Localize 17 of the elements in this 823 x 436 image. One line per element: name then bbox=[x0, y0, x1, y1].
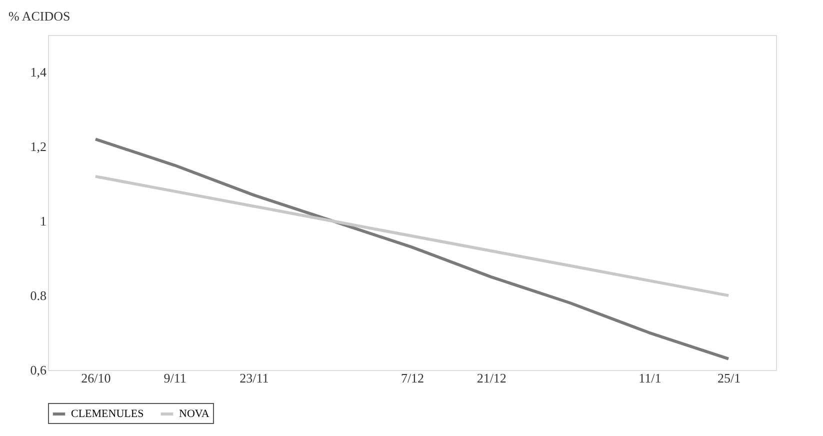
y-tick-label: 0.8 bbox=[30, 288, 46, 304]
line-series bbox=[94, 174, 730, 298]
legend-label: CLEMENULES bbox=[71, 408, 144, 420]
y-tick-label: 1 bbox=[40, 214, 46, 229]
x-tick-label: 11/1 bbox=[638, 370, 662, 386]
y-axis-title: % ACIDOS bbox=[8, 8, 70, 24]
x-tick-label: 23/11 bbox=[240, 370, 269, 386]
y-tick-label: 1,2 bbox=[30, 139, 46, 154]
legend-label: NOVA bbox=[179, 408, 210, 420]
x-tick-label: 26/10 bbox=[81, 370, 111, 386]
y-tick-label: 1,4 bbox=[30, 64, 47, 80]
y-tick-label: 0,6 bbox=[30, 362, 47, 378]
x-tick-label: 9/11 bbox=[164, 370, 186, 386]
x-tick-label: 21/12 bbox=[476, 370, 506, 386]
line-series bbox=[94, 138, 730, 360]
x-tick-label: 25/1 bbox=[717, 370, 741, 386]
x-tick-label: 7/12 bbox=[400, 370, 424, 386]
